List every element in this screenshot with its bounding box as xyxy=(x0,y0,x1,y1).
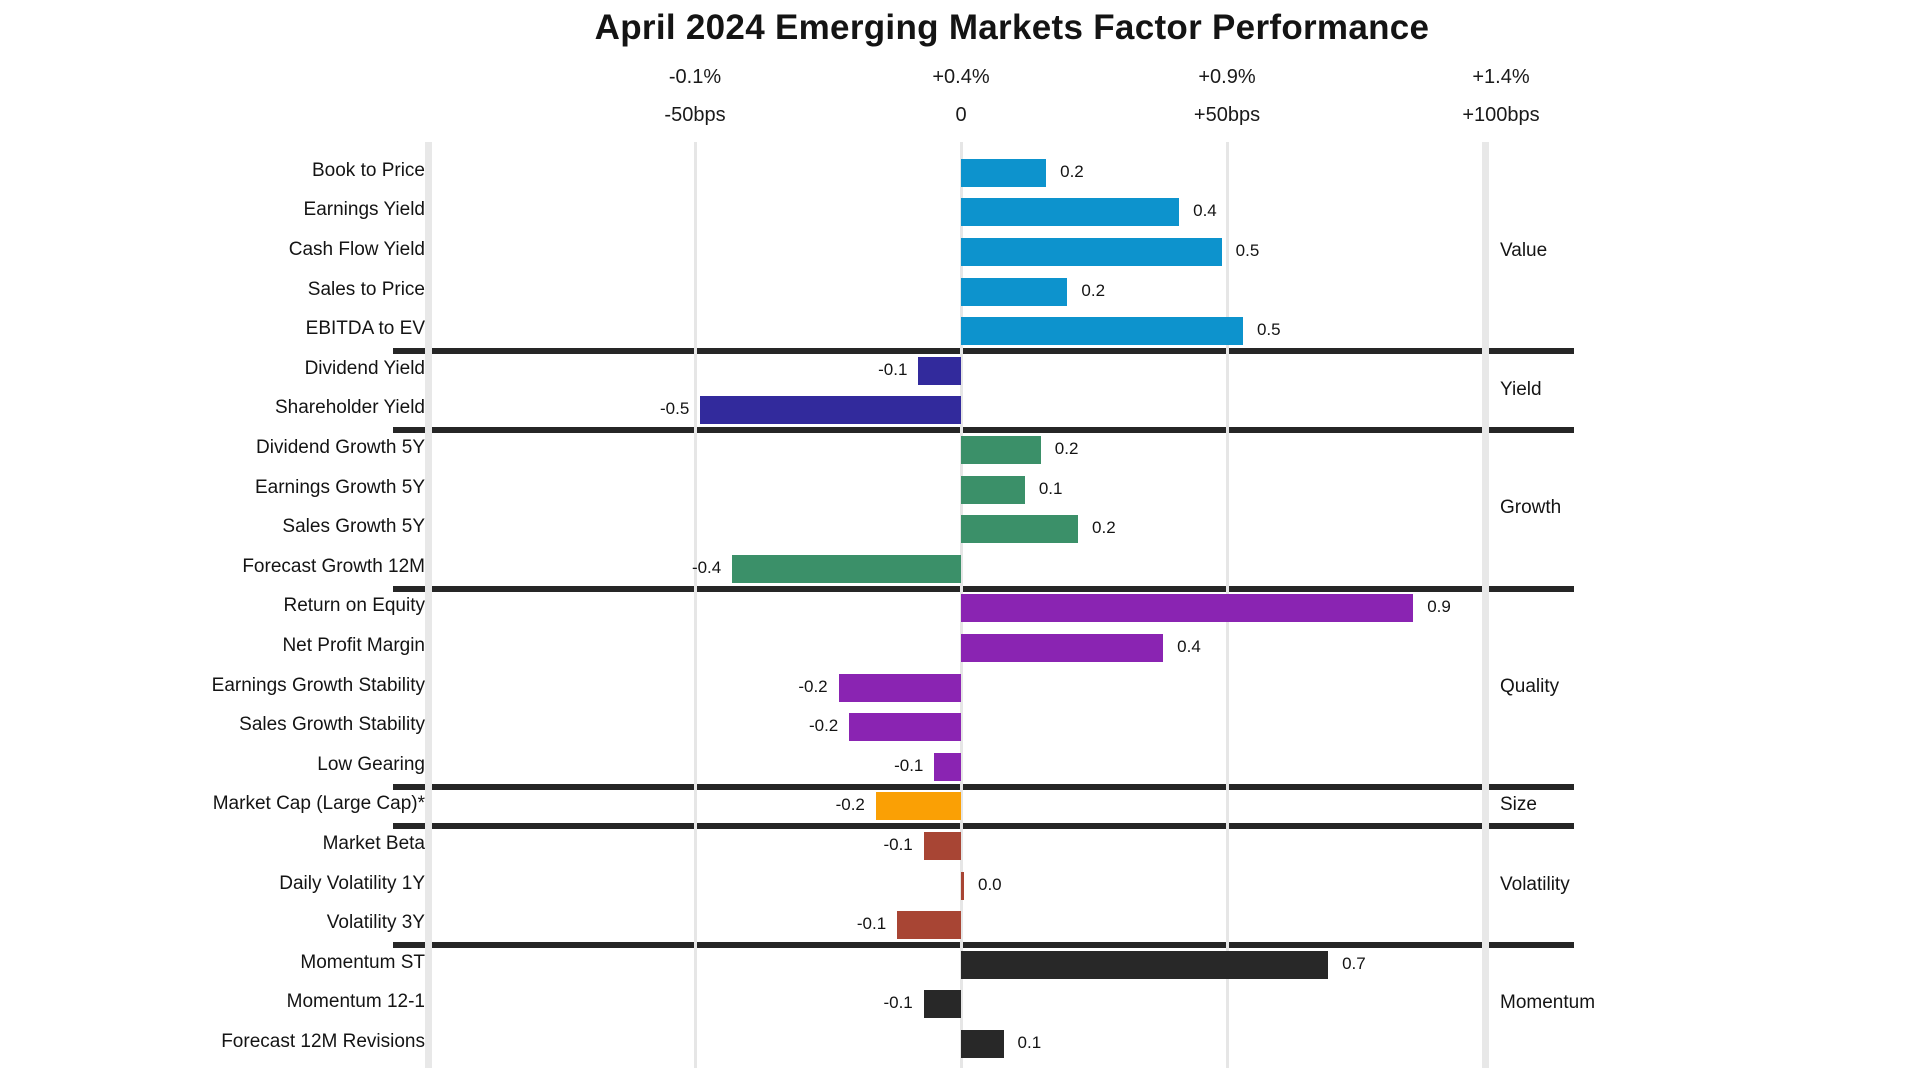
bar-ebitda-to-ev xyxy=(961,317,1243,346)
value-label: 0.5 xyxy=(1235,241,1260,260)
bar-earnings-yield xyxy=(961,198,1180,227)
row-label-forecast-12m-revisions: Forecast 12M Revisions xyxy=(221,1031,425,1052)
value-label: 0.0 xyxy=(978,874,1002,894)
tick-percent-3: +1.4% xyxy=(1472,66,1530,88)
tick-percent-1: +0.4% xyxy=(932,66,990,88)
section-separator-3 xyxy=(393,783,1574,790)
value-label: 0.2 xyxy=(1060,161,1084,181)
row-label-ebitda-to-ev: EBITDA to EV xyxy=(305,318,425,340)
group-label-momentum: Momentum xyxy=(1500,992,1596,1014)
value-label: -0.1 xyxy=(894,755,924,775)
row-label-cash-flow-yield: Cash Flow Yield xyxy=(288,239,425,260)
axis-band-left xyxy=(425,142,432,1068)
row-label-dividend-yield: Dividend Yield xyxy=(304,357,425,379)
value-label: 0.4 xyxy=(1177,637,1201,656)
group-label-yield: Yield xyxy=(1500,378,1542,400)
value-label: -0.2 xyxy=(808,716,839,736)
value-label: -0.4 xyxy=(691,557,722,577)
bar-daily-volatility-1y xyxy=(961,871,964,900)
row-label-sales-growth-stability: Sales Growth Stability xyxy=(239,714,425,736)
tick-bps-3: +100bps xyxy=(1462,104,1540,126)
value-label: -0.1 xyxy=(878,359,908,379)
bar-sales-growth-stability xyxy=(849,713,961,742)
bar-earnings-growth-stability xyxy=(838,673,961,702)
axis-band-right xyxy=(1482,142,1489,1068)
row-label-shareholder-yield: Shareholder Yield xyxy=(275,397,425,419)
row-label-dividend-growth-5y: Dividend Growth 5Y xyxy=(256,437,425,458)
value-label: 0.4 xyxy=(1193,201,1217,221)
row-label-low-gearing: Low Gearing xyxy=(317,753,425,775)
value-label: -0.1 xyxy=(856,914,887,934)
bar-forecast-12m-revisions xyxy=(961,1030,1004,1058)
value-label: 0.1 xyxy=(1038,478,1063,498)
row-label-momentum-12-1: Momentum 12-1 xyxy=(286,991,425,1013)
value-label: 0.1 xyxy=(1017,1033,1042,1052)
value-label: 0.7 xyxy=(1342,953,1366,973)
value-label: -0.1 xyxy=(883,993,913,1013)
row-label-market-beta: Market Beta xyxy=(322,833,425,854)
row-label-momentum-st: Momentum ST xyxy=(300,951,425,973)
bar-return-on-equity xyxy=(961,594,1414,623)
group-label-value: Value xyxy=(1500,240,1548,261)
value-label: -0.1 xyxy=(883,835,913,854)
bar-cash-flow-yield xyxy=(961,238,1222,266)
bar-shareholder-yield xyxy=(700,396,961,425)
value-label: -0.2 xyxy=(835,795,865,815)
value-label: 0.2 xyxy=(1092,518,1116,538)
bar-sales-growth-5y xyxy=(961,515,1079,544)
group-label-size: Size xyxy=(1500,794,1537,816)
bar-volatility-3y xyxy=(897,911,961,940)
row-label-sales-growth-5y: Sales Growth 5Y xyxy=(282,516,425,538)
value-label: 0.2 xyxy=(1081,280,1106,300)
gridline--50bps xyxy=(693,142,697,1068)
section-separator-1 xyxy=(393,427,1574,434)
bar-market-cap-large-cap- xyxy=(875,792,961,821)
value-label: 0.2 xyxy=(1054,439,1079,458)
group-label-quality: Quality xyxy=(1500,675,1560,697)
section-separator-0 xyxy=(393,348,1574,354)
tick-bps-0: -50bps xyxy=(664,104,726,126)
section-separator-4 xyxy=(393,823,1574,830)
row-label-daily-volatility-1y: Daily Volatility 1Y xyxy=(279,872,425,894)
row-label-return-on-equity: Return on Equity xyxy=(283,595,425,617)
value-label: 0.9 xyxy=(1427,597,1451,617)
tick-bps-2: +50bps xyxy=(1193,104,1261,126)
row-label-earnings-growth-stability: Earnings Growth Stability xyxy=(211,674,425,696)
value-label: -0.5 xyxy=(660,399,690,419)
tick-bps-1: 0 xyxy=(955,104,967,126)
bar-low-gearing xyxy=(934,752,961,781)
bar-net-profit-margin xyxy=(961,634,1164,662)
bar-earnings-growth-5y xyxy=(961,475,1025,504)
bar-dividend-yield xyxy=(918,356,961,385)
row-label-earnings-growth-5y: Earnings Growth 5Y xyxy=(254,476,425,498)
bar-market-beta xyxy=(923,832,961,860)
group-label-growth: Growth xyxy=(1500,497,1562,519)
chart-title: April 2024 Emerging Markets Factor Perfo… xyxy=(594,8,1430,47)
row-label-net-profit-margin: Net Profit Margin xyxy=(282,635,425,656)
value-label: -0.2 xyxy=(798,676,828,696)
bar-dividend-growth-5y xyxy=(961,436,1041,464)
section-separator-2 xyxy=(393,585,1574,592)
bar-book-to-price xyxy=(961,158,1047,187)
bar-momentum-12-1 xyxy=(923,990,961,1019)
bar-sales-to-price xyxy=(961,277,1068,306)
row-label-volatility-3y: Volatility 3Y xyxy=(326,912,425,934)
bar-momentum-st xyxy=(961,950,1329,979)
row-label-market-cap-large-cap-: Market Cap (Large Cap)* xyxy=(212,793,425,815)
row-label-sales-to-price: Sales to Price xyxy=(307,278,425,300)
tick-percent-0: -0.1% xyxy=(668,66,722,88)
row-label-book-to-price: Book to Price xyxy=(312,159,425,181)
bar-forecast-growth-12m xyxy=(732,554,961,583)
row-label-earnings-yield: Earnings Yield xyxy=(303,199,425,221)
value-label: 0.5 xyxy=(1256,320,1281,340)
row-label-forecast-growth-12m: Forecast Growth 12M xyxy=(242,555,425,577)
tick-percent-2: +0.9% xyxy=(1198,66,1256,88)
section-separator-5 xyxy=(393,942,1574,948)
group-label-volatility: Volatility xyxy=(1500,873,1570,895)
